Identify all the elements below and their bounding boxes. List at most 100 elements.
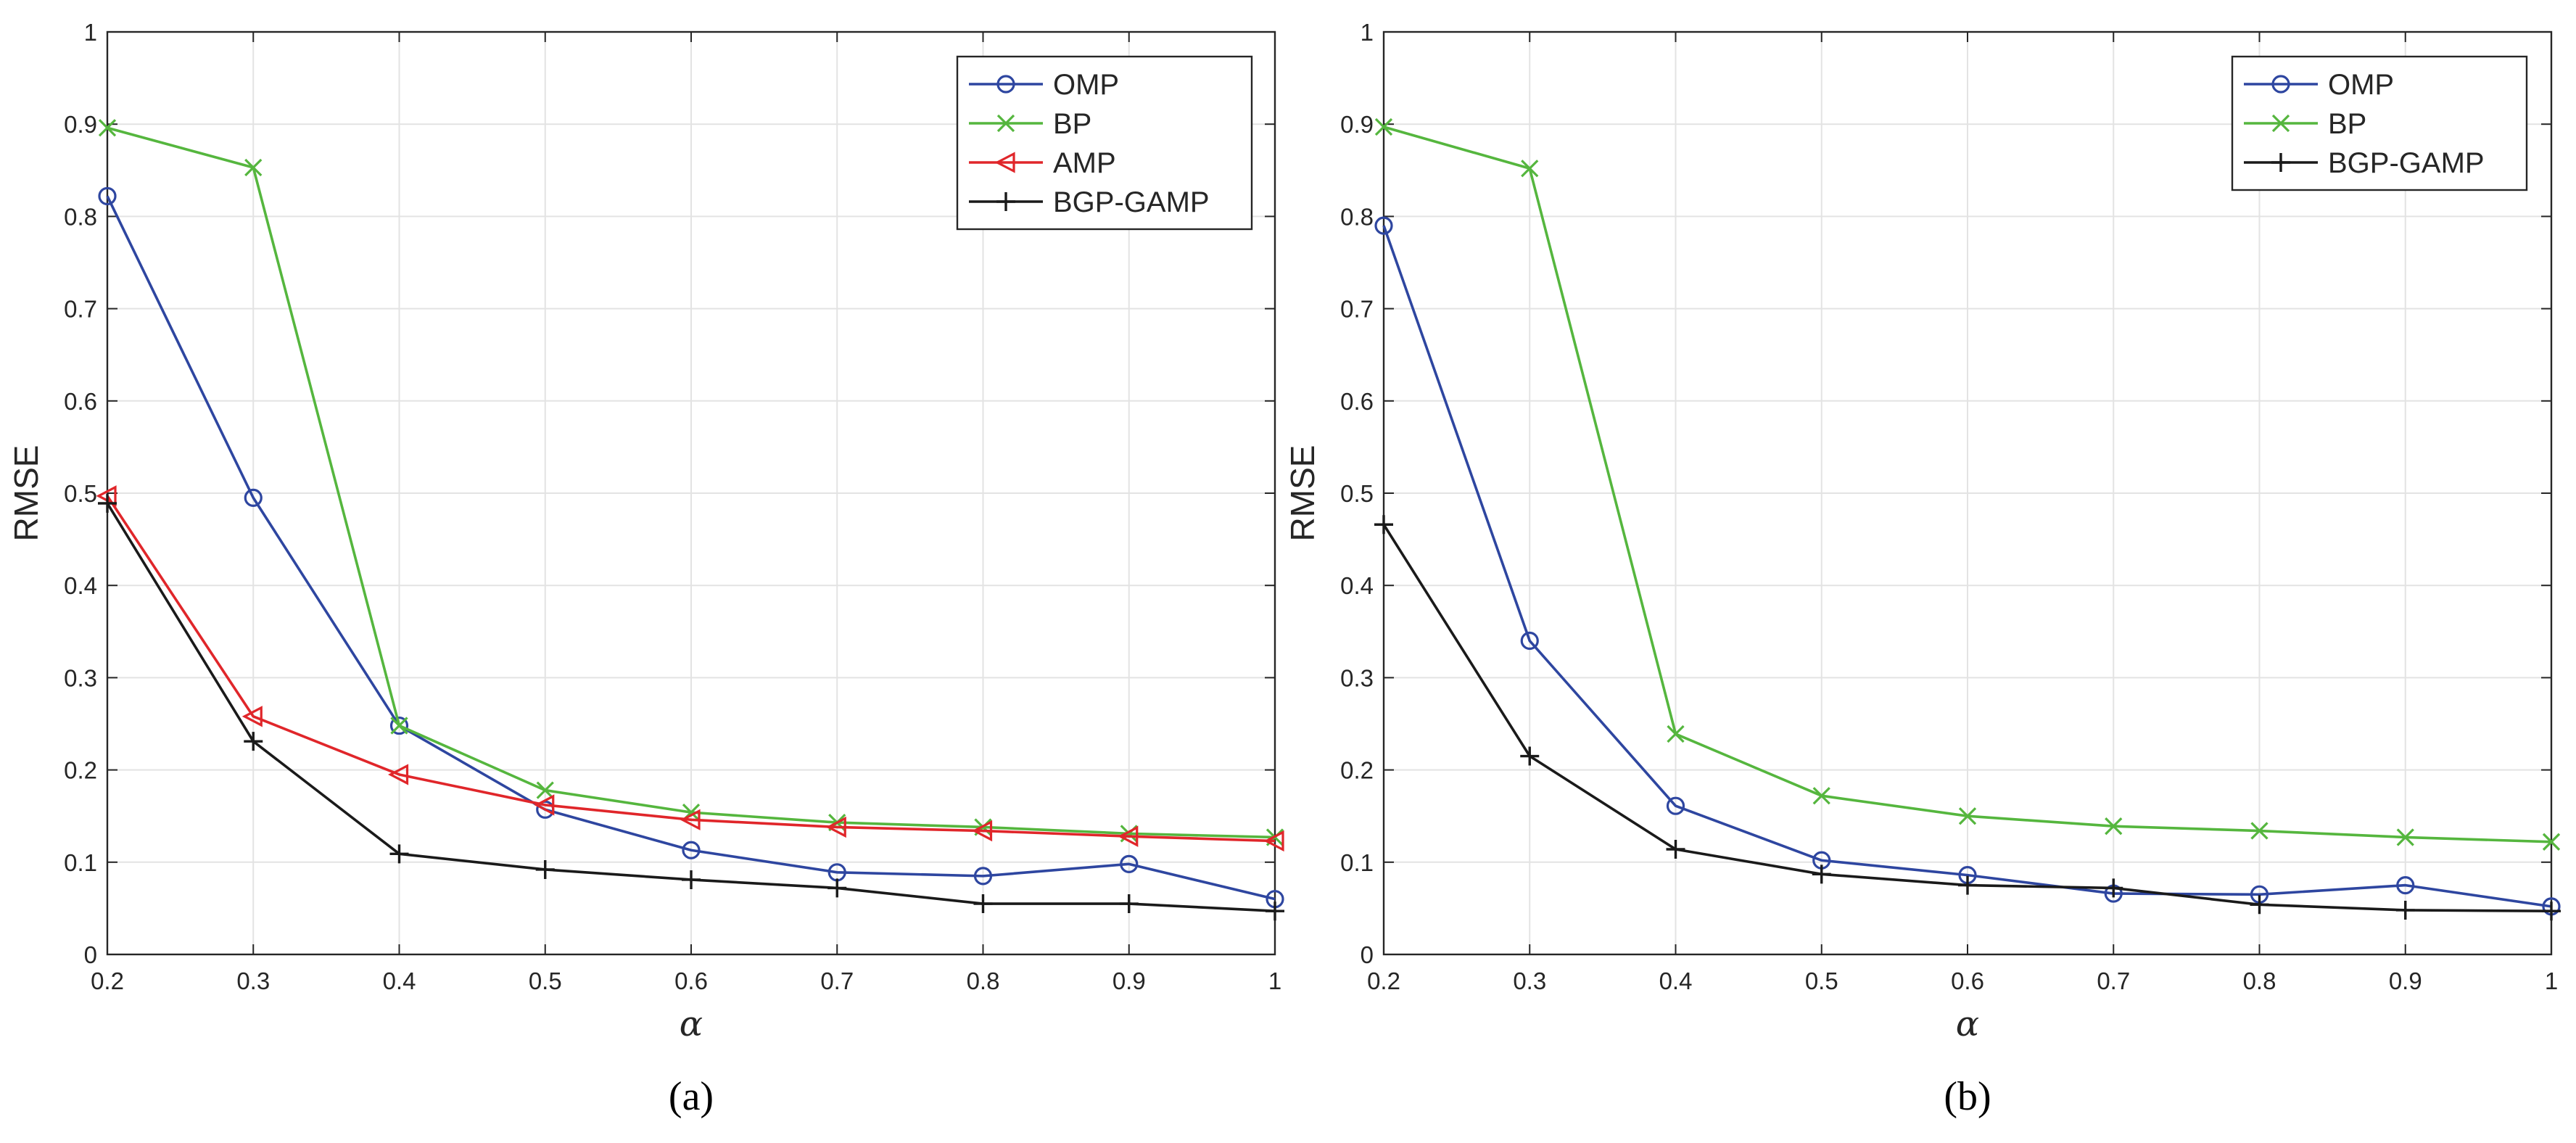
y-tick-label: 0.4	[1340, 572, 1374, 599]
series-line	[106, 195, 1276, 901]
x-tick-label: 0.3	[1513, 967, 1546, 994]
data-point	[1374, 117, 1393, 136]
data-point	[2396, 875, 2415, 895]
legend-marker	[2271, 75, 2290, 94]
data-point	[2396, 828, 2414, 846]
x-tick-label: 0.7	[2097, 967, 2130, 994]
data-point	[389, 716, 409, 735]
axes-box	[1382, 30, 2553, 956]
legend-marker	[2271, 153, 2290, 172]
y-tick-label: 0.9	[1340, 111, 1374, 138]
series-bgp-gamp	[1374, 515, 2561, 921]
y-tick-label: 0.4	[64, 572, 97, 599]
data-point	[244, 732, 263, 751]
y-axis-label: RMSE	[1284, 445, 1321, 542]
legend: OMP BP BGP-GAMP	[2231, 55, 2528, 191]
chart-panel-a: 0.2 0.3 0.4 0.5 0.6 0.7 0.8 0.9 1 0 0.1 0.2 0.3 0.4 0.…	[7, 19, 1284, 1119]
data-point	[1374, 216, 1393, 235]
data-point	[242, 706, 263, 727]
chart-panel-b: 0.2 0.3 0.4 0.5 0.6 0.7 0.8 0.9 1 0 0.1 0.2 0.3 0.4 0.…	[1284, 19, 2561, 1119]
x-tick-label: 0.5	[529, 967, 562, 994]
data-point	[1521, 160, 1539, 178]
data-point	[535, 859, 555, 879]
legend-label: BP	[1053, 108, 1091, 140]
legend-marker	[2271, 114, 2290, 133]
x-tick-label: 0.9	[2389, 967, 2422, 994]
data-point	[1263, 830, 1284, 852]
y-tick-label: 0	[1361, 941, 1374, 968]
legend-item: BP	[2244, 108, 2366, 140]
y-tick-label: 0.6	[1340, 388, 1374, 415]
data-point	[2542, 901, 2561, 921]
data-point	[680, 809, 701, 830]
data-point	[1958, 875, 1977, 895]
series-bp	[1374, 117, 2561, 851]
x-tick-label: 0.2	[1367, 967, 1400, 994]
data-point	[1666, 839, 1685, 859]
data-point	[2250, 822, 2269, 840]
legend-item: BGP-GAMP	[969, 186, 1210, 218]
legend-label: BGP-GAMP	[1053, 186, 1210, 218]
data-point	[973, 867, 993, 886]
panel-caption: (b)	[1944, 1074, 1991, 1119]
y-tick-label: 0.8	[1340, 203, 1374, 230]
series-line	[106, 495, 1276, 843]
y-axis-label: RMSE	[7, 445, 45, 542]
x-tick-label: 0.6	[674, 967, 708, 994]
panel-caption: (a)	[669, 1074, 714, 1119]
x-tick-label: 0.6	[1951, 967, 1984, 994]
data-point	[973, 894, 993, 914]
data-point	[1266, 901, 1284, 921]
x-tick-label: 0.4	[383, 967, 416, 994]
data-point	[825, 816, 846, 838]
legend-item: OMP	[969, 69, 1119, 101]
x-axis-label: α	[680, 1004, 703, 1044]
data-point	[98, 186, 117, 206]
y-tick-label: 0.7	[64, 296, 97, 323]
legend-label: OMP	[1053, 69, 1119, 101]
legend-label: BP	[2328, 108, 2366, 140]
data-point	[682, 841, 701, 859]
data-point	[536, 781, 554, 799]
data-point	[244, 158, 263, 177]
legend-item: OMP	[2244, 69, 2394, 101]
y-tick-label: 0.1	[1340, 849, 1374, 876]
data-point	[2104, 878, 2123, 898]
data-point	[1812, 865, 1831, 884]
legend-marker	[996, 75, 1015, 94]
data-point	[1374, 515, 1393, 535]
x-tick-label: 0.8	[967, 967, 1000, 994]
data-point	[98, 119, 117, 137]
legend-item: BP	[969, 108, 1091, 140]
data-point	[388, 764, 409, 785]
data-point	[1812, 787, 1830, 805]
y-tick-label: 1	[1361, 19, 1374, 46]
y-tick-label: 0.3	[1340, 664, 1374, 691]
x-tick-label: 0.4	[1659, 967, 1693, 994]
x-tick-label: 0.2	[91, 967, 124, 994]
legend-marker	[996, 192, 1015, 211]
data-point	[2250, 895, 2269, 915]
y-tick-label: 0.6	[64, 388, 97, 415]
axes-box	[106, 30, 1276, 956]
series-bgp-gamp	[98, 493, 1284, 921]
y-tick-label: 0.7	[1340, 296, 1374, 323]
y-tick-label: 0.8	[64, 203, 97, 230]
data-point	[2395, 900, 2415, 920]
data-point	[1666, 796, 1685, 815]
legend-label: OMP	[2328, 69, 2394, 101]
x-tick-label: 1	[1268, 967, 1281, 994]
x-axis-label: α	[1956, 1004, 1979, 1044]
data-point	[98, 493, 117, 513]
data-point	[1520, 746, 1540, 766]
x-tick-label: 0.7	[820, 967, 854, 994]
legend-item: BGP-GAMP	[2244, 147, 2485, 179]
data-point	[2542, 833, 2561, 851]
y-tick-label: 0.2	[1340, 757, 1374, 784]
y-tick-label: 0.1	[64, 849, 97, 876]
legend-item: AMP	[969, 147, 1116, 179]
data-point	[682, 870, 701, 889]
x-tick-label: 0.3	[236, 967, 270, 994]
legend-label: BGP-GAMP	[2328, 147, 2485, 179]
data-point	[390, 717, 408, 735]
